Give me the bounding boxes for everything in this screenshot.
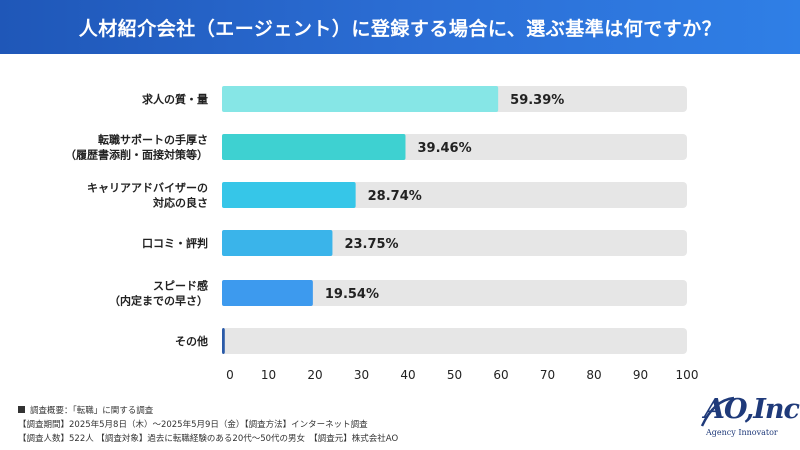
bar bbox=[222, 134, 406, 160]
bar-track bbox=[222, 328, 687, 354]
bullet-square-icon bbox=[18, 406, 25, 413]
category-label: その他 bbox=[175, 334, 208, 348]
data-label: 19.54% bbox=[325, 287, 379, 302]
category-label: キャリアアドバイザーの bbox=[87, 182, 208, 195]
survey-target-line: 【調査人数】522人 【調査対象】過去に転職経験のある20代～50代の男女 【調… bbox=[18, 434, 399, 444]
data-label: 59.39% bbox=[510, 93, 564, 108]
bar bbox=[222, 280, 313, 306]
x-tick-label: 20 bbox=[307, 368, 322, 382]
category-label: スピード感 bbox=[153, 279, 208, 293]
bar-track bbox=[222, 280, 687, 306]
bar bbox=[222, 86, 499, 112]
category-label: 口コミ・評判 bbox=[142, 236, 208, 250]
x-tick-label: 40 bbox=[400, 368, 415, 382]
category-label: 対応の良さ bbox=[152, 196, 208, 210]
survey-period-line: 【調査期間】2025年5月8日（木）～2025年5月9日（金）【調査方法】インタ… bbox=[18, 420, 368, 430]
survey-summary-text: 調査概要：「転職」に関する調査 bbox=[30, 406, 154, 416]
category-label: （履歴書添削・面接対策等） bbox=[65, 148, 208, 162]
header-banner: 人材紹介会社（エージェント）に登録する場合に、選ぶ基準は何ですか？ bbox=[0, 0, 800, 54]
logo-swoosh-icon bbox=[700, 396, 735, 427]
x-tick-label: 50 bbox=[447, 368, 462, 382]
x-tick-label: 0 bbox=[226, 368, 234, 382]
x-tick-label: 30 bbox=[354, 368, 369, 382]
bar-track bbox=[222, 230, 687, 256]
company-logo: AO,Inc. Agency Innovator bbox=[700, 394, 800, 444]
data-label: 28.74% bbox=[368, 189, 422, 204]
survey-notes: 調査概要：「転職」に関する調査 【調査期間】2025年5月8日（木）～2025年… bbox=[18, 404, 618, 446]
bar bbox=[222, 328, 225, 354]
category-label: （内定までの早さ） bbox=[109, 294, 208, 308]
x-tick-label: 80 bbox=[586, 368, 601, 382]
bar-chart: 59.39% 求人の質・量 39.46% 転職サポートの手厚さ（履歴書添削・面接対策等… bbox=[65, 86, 699, 382]
x-tick-label: 10 bbox=[261, 368, 276, 382]
survey-summary-line: 調査概要：「転職」に関する調査 bbox=[18, 404, 618, 418]
chart-title: 人材紹介会社（エージェント）に登録する場合に、選ぶ基準は何ですか？ bbox=[78, 17, 722, 40]
data-label: 23.75% bbox=[344, 237, 398, 252]
x-tick-label: 90 bbox=[633, 368, 648, 382]
logo-wordmark: AO,Inc. bbox=[704, 394, 800, 425]
bar bbox=[222, 230, 333, 256]
bar bbox=[222, 182, 356, 208]
logo-tagline: Agency Innovator bbox=[706, 428, 778, 437]
x-tick-label: 100 bbox=[676, 368, 699, 382]
x-tick-label: 60 bbox=[493, 368, 508, 382]
x-tick-label: 70 bbox=[540, 368, 555, 382]
category-label: 求人の質・量 bbox=[142, 92, 208, 106]
category-label: 転職サポートの手厚さ bbox=[98, 133, 208, 147]
data-label: 39.46% bbox=[417, 141, 471, 156]
